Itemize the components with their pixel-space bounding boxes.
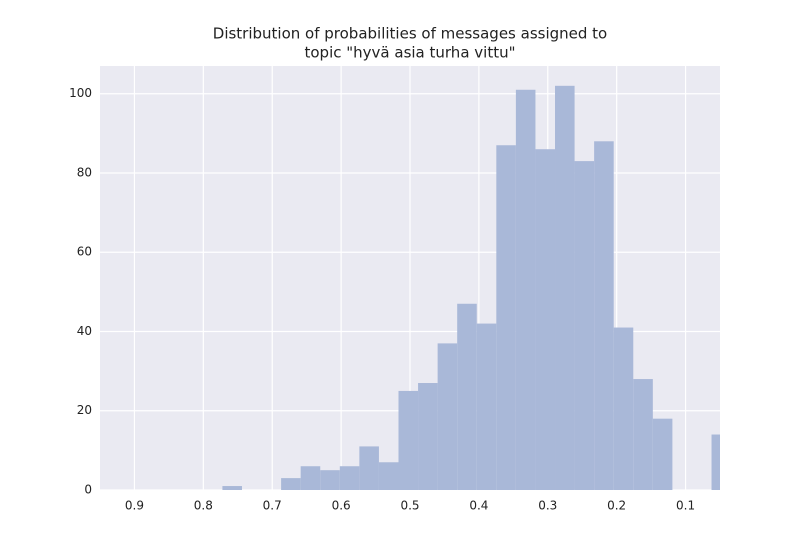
bar bbox=[398, 390, 419, 490]
bar bbox=[652, 418, 673, 490]
bar bbox=[535, 149, 556, 490]
bar bbox=[457, 303, 477, 490]
bar bbox=[574, 161, 595, 490]
bar bbox=[633, 379, 653, 490]
bars bbox=[222, 85, 720, 490]
tick-labels: 0 20 40 60 80 100 0.9 0.8 0.7 0.6 0.5 0.4 0.3 0.2 0.1 bbox=[69, 86, 695, 512]
x-tick-label: 0.5 bbox=[400, 499, 419, 513]
y-tick-label: 60 bbox=[77, 245, 92, 259]
bar bbox=[339, 466, 360, 490]
bar bbox=[594, 141, 614, 490]
bar bbox=[555, 85, 575, 490]
x-tick-label: 0.8 bbox=[194, 499, 213, 513]
bar bbox=[222, 486, 242, 490]
bar bbox=[476, 323, 497, 490]
bar bbox=[281, 478, 301, 490]
bar bbox=[418, 383, 438, 490]
bar bbox=[515, 89, 536, 490]
x-tick-label: 0.7 bbox=[263, 499, 282, 513]
y-tick-label: 20 bbox=[77, 403, 92, 417]
bar bbox=[711, 434, 720, 490]
x-tick-label: 0.6 bbox=[332, 499, 351, 513]
x-tick-label: 0.9 bbox=[125, 499, 144, 513]
bar bbox=[378, 462, 399, 490]
y-tick-label: 100 bbox=[69, 86, 92, 100]
x-tick-label: 0.1 bbox=[676, 499, 695, 513]
x-tick-label: 0.2 bbox=[607, 499, 626, 513]
chart-title: topic "hyvä asia turha vittu" bbox=[305, 44, 516, 62]
bar bbox=[437, 343, 458, 490]
bar bbox=[359, 446, 379, 490]
y-tick-label: 80 bbox=[77, 165, 92, 179]
x-tick-label: 0.3 bbox=[538, 499, 557, 513]
bar bbox=[300, 466, 321, 490]
y-tick-label: 0 bbox=[84, 483, 92, 497]
y-tick-label: 40 bbox=[77, 324, 92, 338]
x-tick-label: 0.4 bbox=[469, 499, 488, 513]
bar bbox=[320, 470, 340, 490]
bar bbox=[613, 327, 634, 490]
bar bbox=[496, 145, 516, 490]
chart-title: Distribution of probabilities of message… bbox=[213, 25, 607, 43]
